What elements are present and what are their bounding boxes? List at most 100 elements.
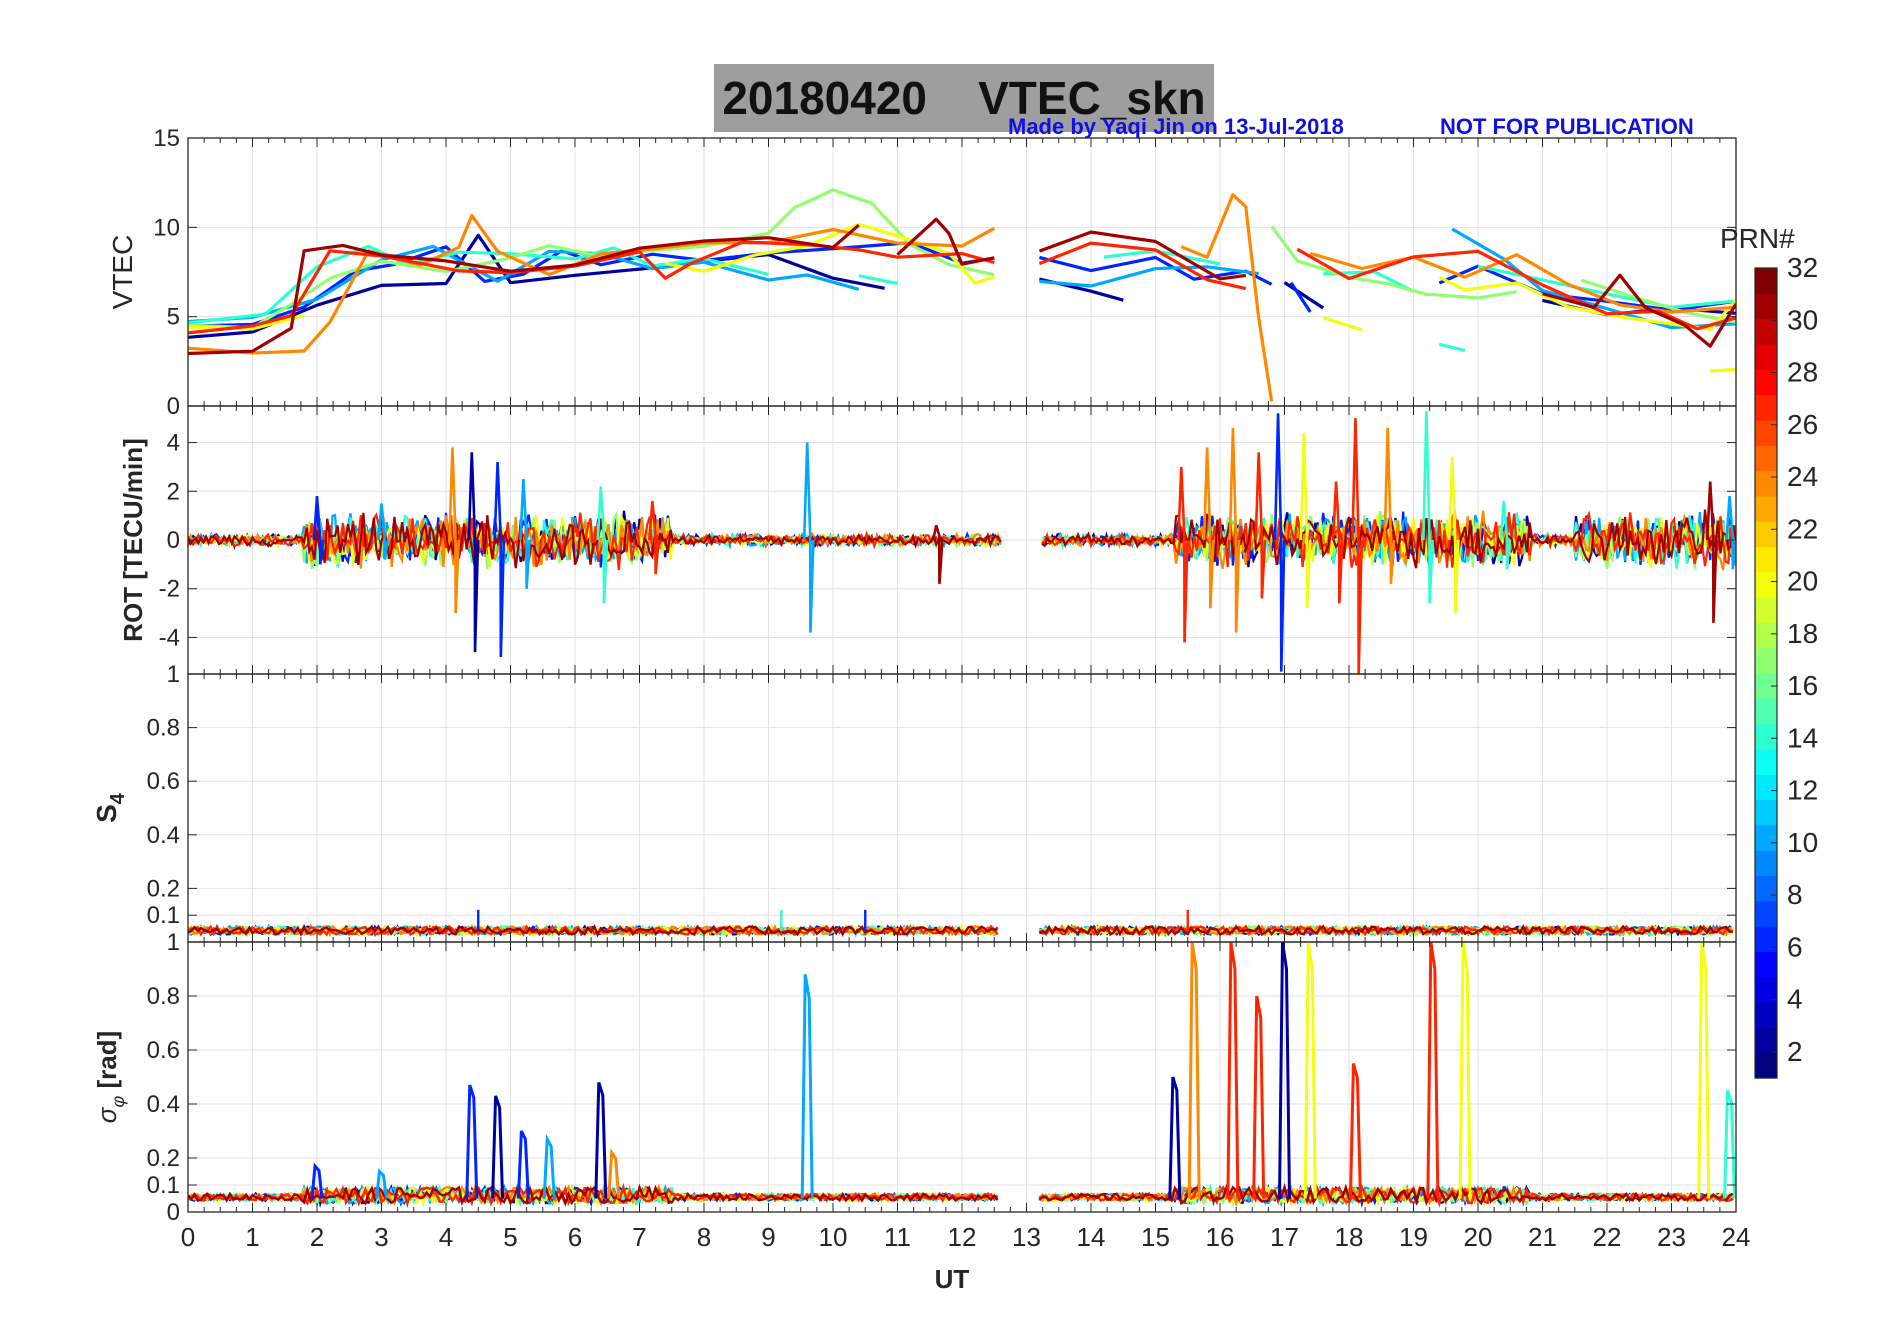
plot-area-vtec (188, 188, 1736, 402)
y-tick-label: 0.2 (147, 875, 180, 902)
rot-spike (1299, 432, 1312, 609)
y-tick-label: -4 (159, 624, 180, 651)
y-tick-label: 0.6 (147, 768, 180, 795)
x-tick-label: 18 (1335, 1222, 1364, 1252)
x-tick-label: 23 (1657, 1222, 1686, 1252)
colorbar-frame (1754, 267, 1778, 1079)
sigma-spike (800, 974, 814, 1199)
x-tick-label: 22 (1593, 1222, 1622, 1252)
y-tick-label: 0.6 (147, 1037, 180, 1064)
title-background (714, 64, 1214, 132)
colorbar-tick-label: 22 (1787, 513, 1818, 544)
rot-spike (1177, 466, 1189, 643)
colorbar-segment (1755, 521, 1777, 548)
rot-spike (802, 442, 815, 633)
vtec-series-line (188, 240, 1736, 335)
y-tick-label: 0.4 (147, 1091, 180, 1118)
colorbar-tick-label: 4 (1787, 984, 1803, 1015)
rot-spike (1254, 452, 1267, 599)
x-tick-label: 10 (819, 1222, 848, 1252)
sigma-spike (491, 1095, 505, 1199)
colorbar-tick-label: 18 (1787, 618, 1818, 649)
vtec-series-line (188, 217, 1736, 356)
y-tick-label: 0.4 (147, 822, 180, 849)
disclaimer-text: NOT FOR PUBLICATION (1440, 114, 1694, 139)
x-tick-label: 7 (632, 1222, 646, 1252)
x-tick-label: 17 (1270, 1222, 1299, 1252)
sigma-spike (1348, 1063, 1362, 1199)
colorbar-segment (1755, 774, 1777, 801)
sigma-spike (1458, 942, 1472, 1199)
sigma-spike (607, 1148, 621, 1199)
sigma-spike (1426, 942, 1440, 1199)
panel-rot: -4 -2 0 2 4 ROT [TECU/min] (118, 405, 1737, 675)
rot-spike (312, 496, 325, 565)
colorbar-segment (1755, 622, 1777, 649)
colorbar-tick-label: 28 (1787, 357, 1818, 388)
y-tick-label: 5 (167, 304, 180, 331)
colorbar-segment (1755, 419, 1777, 446)
y-axis-label: S4 (91, 792, 129, 823)
y-tick-label: 0.8 (147, 983, 180, 1010)
vtec-series-line (188, 222, 1736, 373)
colorbar-segment (1755, 1027, 1777, 1054)
rot-spike (1705, 481, 1718, 623)
colorbar-segment (1755, 268, 1777, 294)
colorbar-segment (1755, 495, 1777, 522)
rot-spike (448, 447, 460, 614)
rot-spike (1499, 500, 1512, 570)
x-tick-label: 12 (948, 1222, 977, 1252)
y-tick-label: 15 (153, 125, 180, 152)
colorbar-tick-label: 6 (1787, 931, 1803, 962)
chart-title: 20180420 VTEC_skn (722, 72, 1206, 124)
colorbar-segment (1755, 293, 1777, 320)
rot-spike (1228, 427, 1241, 633)
colorbar-tick-label: 30 (1787, 304, 1818, 335)
sigma-spike (310, 1162, 324, 1199)
x-tick-label: 9 (761, 1222, 775, 1252)
y-tick-label: 0.8 (147, 715, 180, 742)
sigma-spike (1168, 1076, 1182, 1199)
x-tick-label: 19 (1399, 1222, 1428, 1252)
sigma-spike (1303, 942, 1317, 1199)
rot-spike (1351, 418, 1363, 674)
rot-spike (377, 503, 390, 560)
colorbar-segment (1755, 394, 1777, 421)
plot-area-s4 (188, 909, 1734, 938)
sigma-spike (594, 1081, 608, 1199)
x-tick-label: 21 (1528, 1222, 1557, 1252)
x-tick-label: 6 (568, 1222, 582, 1252)
colorbar-tick-label: 26 (1787, 409, 1818, 440)
y-axis-label: σφ [rad] (92, 1031, 128, 1123)
colorbar-tick-label: 32 (1787, 252, 1818, 283)
sigma-spike (516, 1130, 530, 1199)
plot-area-sigma_phi (188, 942, 1736, 1208)
y-tick-label: 0 (167, 1199, 180, 1226)
colorbar-tick-label: 8 (1787, 879, 1803, 910)
rot-spike (1273, 413, 1286, 672)
sigma-spike (1226, 942, 1240, 1199)
colorbar-segment (1755, 369, 1777, 396)
colorbar-segment (1755, 900, 1777, 927)
x-tick-label: 5 (503, 1222, 517, 1252)
y-tick-label: 2 (167, 478, 180, 505)
y-tick-label: 0.1 (147, 1172, 180, 1199)
x-tick-label: 1 (245, 1222, 259, 1252)
rot-spike (493, 461, 506, 657)
colorbar-tick-label: 16 (1787, 670, 1818, 701)
x-tick-label: 8 (697, 1222, 711, 1252)
colorbar-segment (1755, 343, 1777, 370)
colorbar-segment (1755, 926, 1777, 953)
vtec-series-line (188, 193, 1736, 402)
x-tick-label: 2 (310, 1222, 324, 1252)
sigma-spike (465, 1084, 479, 1199)
colorbar-tick-label: 24 (1787, 461, 1818, 492)
colorbar-label: PRN# (1720, 223, 1795, 254)
rot-spike (519, 479, 531, 589)
y-tick-label: 1 (167, 929, 180, 956)
colorbar-segment (1755, 748, 1777, 775)
panel-sigma_phi: 00.10.2 0.4 0.6 0.8 1 σφ [rad] (92, 929, 1737, 1226)
vtec-series-line (188, 233, 1736, 339)
